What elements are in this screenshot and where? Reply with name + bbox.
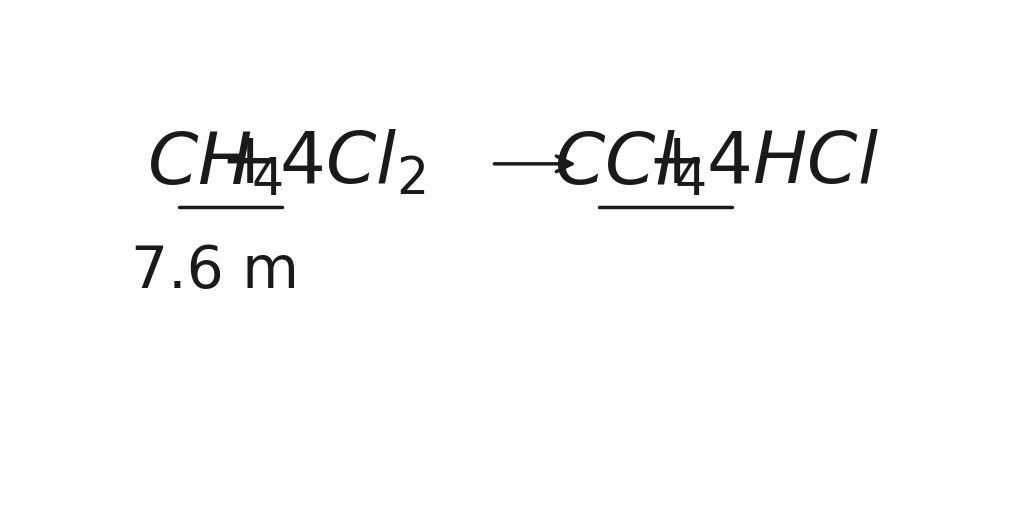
Text: $+4Cl_2$: $+4Cl_2$ bbox=[219, 129, 426, 199]
Text: $CCl_4$: $CCl_4$ bbox=[554, 130, 706, 198]
Text: 7.6 m: 7.6 m bbox=[131, 243, 299, 300]
Text: $+4HCl$: $+4HCl$ bbox=[646, 130, 880, 198]
Text: $CH_4$: $CH_4$ bbox=[147, 130, 283, 198]
